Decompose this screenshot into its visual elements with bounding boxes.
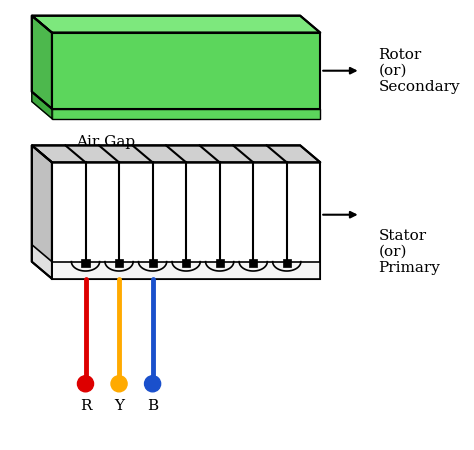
Text: B: B [147, 399, 158, 413]
Polygon shape [32, 16, 52, 109]
FancyBboxPatch shape [216, 259, 224, 267]
FancyBboxPatch shape [249, 259, 257, 267]
FancyBboxPatch shape [52, 261, 320, 279]
FancyBboxPatch shape [52, 162, 320, 279]
Text: Y: Y [114, 399, 124, 413]
Polygon shape [32, 92, 52, 118]
Text: Air Gap: Air Gap [76, 135, 135, 149]
Polygon shape [32, 16, 320, 33]
Polygon shape [32, 145, 320, 162]
FancyBboxPatch shape [82, 259, 90, 267]
FancyBboxPatch shape [52, 33, 320, 109]
Polygon shape [32, 145, 52, 279]
FancyBboxPatch shape [148, 259, 156, 267]
Polygon shape [32, 245, 52, 279]
FancyBboxPatch shape [283, 259, 291, 267]
FancyBboxPatch shape [115, 259, 123, 267]
Circle shape [145, 376, 161, 392]
FancyBboxPatch shape [182, 259, 190, 267]
Circle shape [77, 376, 93, 392]
Circle shape [111, 376, 127, 392]
Text: Rotor
(or)
Secondary: Rotor (or) Secondary [378, 48, 460, 94]
Text: R: R [80, 399, 91, 413]
FancyBboxPatch shape [52, 109, 320, 118]
Text: Stator
(or)
Primary: Stator (or) Primary [378, 229, 440, 275]
